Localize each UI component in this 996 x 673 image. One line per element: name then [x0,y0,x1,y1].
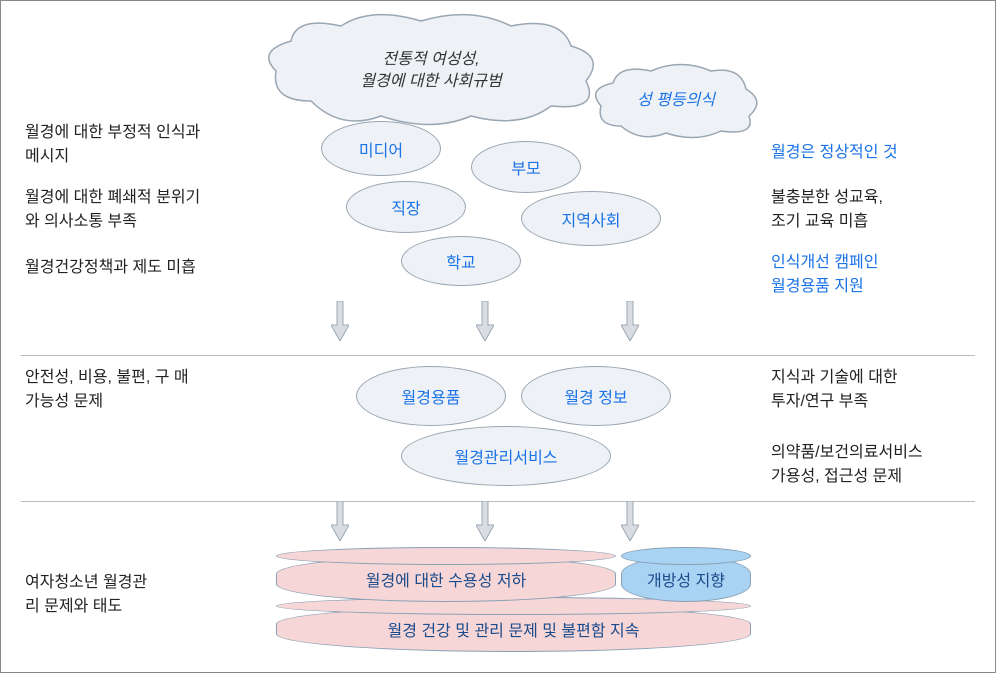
cylinder-health: 월경 건강 및 관리 문제 및 불편함 지속 [276,606,751,652]
left-text-2: 월경에 대한 폐쇄적 분위기 와 의사소통 부족 [25,186,255,234]
left-text-1: 월경에 대한 부정적 인식과 메시지 [25,121,255,169]
arrow-down-icon [331,301,349,341]
cylinder-acceptance: 월경에 대한 수용성 저하 [276,556,616,602]
right-text-2a: 불충분한 성교육, [771,189,883,206]
right-mid-2: 의약품/보건의료서비스 가용성, 접근성 문제 [771,441,991,489]
left-mid-b: 가능성 문제 [25,393,103,410]
left-bottom-text: 여자청소년 월경관 리 문제와 태도 [25,571,255,619]
left-mid-a: 안전성, 비용, 불편, 구 매 [25,369,189,386]
cloud-social-norms: 전통적 여성성, 월경에 대한 사회규범 [261,11,601,131]
separator-2 [21,501,975,502]
bubble-school: 학교 [401,236,521,286]
arrow-down-icon [621,301,639,341]
separator-1 [21,355,975,356]
left-text-2a: 월경에 대한 폐쇄적 분위기 [25,189,200,206]
bubble-work-label: 직장 [391,195,420,219]
cloud-gender-equality: 성 평등의식 [591,61,761,141]
left-bottom-b: 리 문제와 태도 [25,598,122,615]
bubble-school-label: 학교 [446,249,475,273]
arrow-down-icon [331,501,349,541]
bubble-service-label: 월경관리서비스 [454,444,557,468]
cylinder-health-label: 월경 건강 및 관리 문제 및 불편함 지속 [388,617,640,641]
bubble-products: 월경용품 [356,366,506,426]
bubble-media: 미디어 [321,121,441,176]
right-text-2b: 조기 교육 미흡 [771,213,868,230]
right-text-3b: 월경용품 지원 [771,278,864,295]
left-mid-text: 안전성, 비용, 불편, 구 매 가능성 문제 [25,366,255,414]
right-text-1: 월경은 정상적인 것 [771,141,898,165]
bubble-media-label: 미디어 [359,137,403,161]
right-mid-2b: 가용성, 접근성 문제 [771,468,902,485]
right-mid-2a: 의약품/보건의료서비스 [771,444,923,461]
left-text-2b: 와 의사소통 부족 [25,213,137,230]
cylinder-acceptance-label: 월경에 대한 수용성 저하 [366,567,527,591]
right-mid-1a: 지식과 기술에 대한 [771,369,898,386]
left-bottom-a: 여자청소년 월경관 [25,574,147,591]
left-text-3: 월경건강정책과 제도 미흡 [25,256,255,280]
bubble-parents: 부모 [471,141,581,193]
right-mid-1b: 투자/연구 부족 [771,393,868,410]
arrow-down-icon [476,501,494,541]
cloud-eq-text: 성 평등의식 [637,90,715,112]
cloud-main-line2: 월경에 대한 사회규범 [360,73,501,90]
right-text-3a: 인식개선 캠페인 [771,254,879,271]
cloud-main-line1: 전통적 여성성, [382,51,479,68]
right-mid-1: 지식과 기술에 대한 투자/연구 부족 [771,366,981,414]
bubble-info: 월경 정보 [521,366,671,426]
cylinder-openness: 개방성 지향 [621,556,751,602]
left-text-1a: 월경에 대한 부정적 인식과 [25,124,200,141]
bubble-work: 직장 [346,181,466,233]
arrow-down-icon [476,301,494,341]
bubble-community-label: 지역사회 [562,207,621,231]
bubble-community: 지역사회 [521,191,661,246]
bubble-info-label: 월경 정보 [564,384,627,408]
cylinder-openness-label: 개방성 지향 [647,567,725,591]
right-text-3: 인식개선 캠페인 월경용품 지원 [771,251,981,299]
bubble-parents-label: 부모 [511,155,540,179]
right-text-2: 불충분한 성교육, 조기 교육 미흡 [771,186,981,234]
bubble-service: 월경관리서비스 [401,426,611,486]
left-text-1b: 메시지 [25,148,69,165]
diagram-canvas: { "style": { "canvas": { "w": 996, "h": … [1,1,995,672]
bubble-products-label: 월경용품 [402,384,461,408]
arrow-down-icon [621,501,639,541]
